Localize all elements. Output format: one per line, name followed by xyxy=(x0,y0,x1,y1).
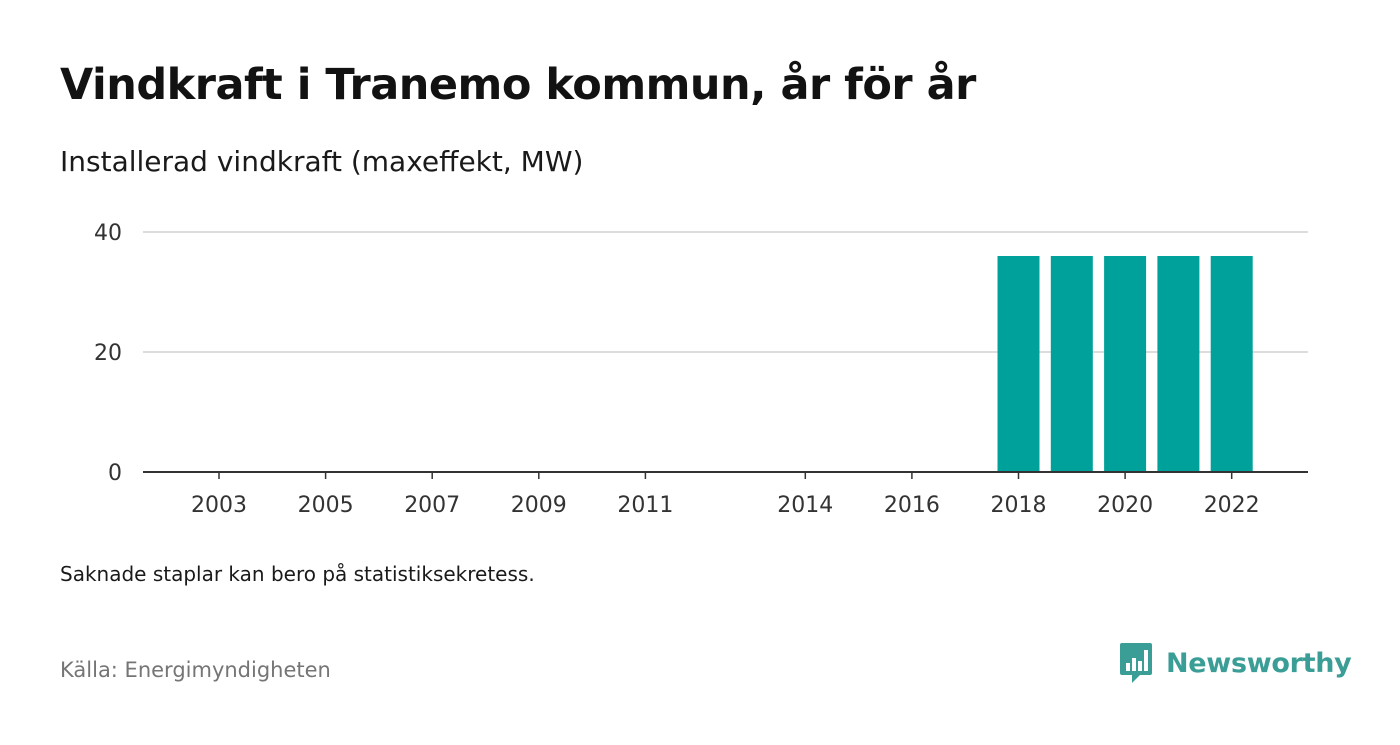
newsworthy-brand: Newsworthy xyxy=(1118,641,1352,685)
axes: 0 20 40 2003 2005 2007 2009 2011 2014 2016 2018 202… xyxy=(94,221,1308,518)
x-tick-label: 2005 xyxy=(298,493,354,518)
brand-name: Newsworthy xyxy=(1166,647,1352,679)
y-tick-label: 20 xyxy=(94,341,122,366)
x-tick-label: 2011 xyxy=(617,493,673,518)
bar-2019 xyxy=(1050,256,1093,472)
chart-source: Källa: Energimyndigheten xyxy=(60,658,331,682)
x-tick-label: 2016 xyxy=(884,493,940,518)
chart-note: Saknade staplar kan bero på statistiksek… xyxy=(60,562,535,586)
bar-2022 xyxy=(1210,256,1253,472)
y-tick-label: 0 xyxy=(108,461,122,486)
bar-2021 xyxy=(1157,256,1200,472)
chart-subtitle: Installerad vindkraft (maxeffekt, MW) xyxy=(60,145,584,178)
x-tick-label: 2020 xyxy=(1097,493,1153,518)
bar-2018 xyxy=(997,256,1040,472)
y-tick-label: 40 xyxy=(94,221,122,246)
x-tick-label: 2009 xyxy=(511,493,567,518)
bar-chart: 0 20 40 2003 2005 2007 2009 2011 2014 2016 2018 202… xyxy=(94,221,1308,518)
x-tick-label: 2018 xyxy=(991,493,1047,518)
x-tick-label: 2022 xyxy=(1204,493,1260,518)
newsworthy-logo-icon xyxy=(1120,643,1152,683)
x-tick-label: 2014 xyxy=(777,493,833,518)
bars xyxy=(997,256,1253,472)
x-tick-label: 2007 xyxy=(404,493,460,518)
bar-2020 xyxy=(1104,256,1147,472)
x-tick-label: 2003 xyxy=(191,493,247,518)
chart-title: Vindkraft i Tranemo kommun, år för år xyxy=(60,60,976,110)
